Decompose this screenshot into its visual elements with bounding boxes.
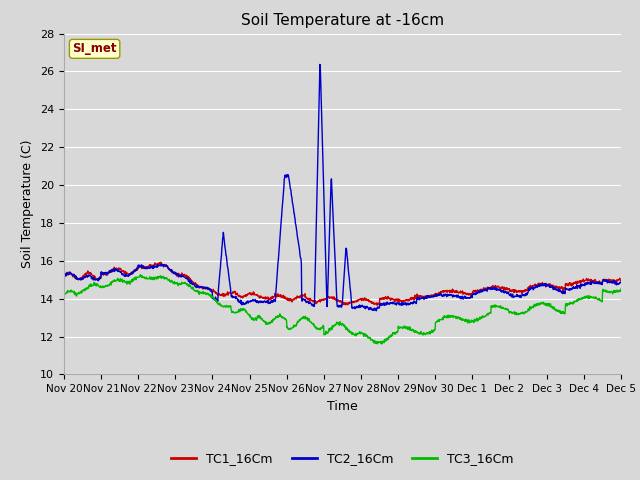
TC2_16Cm	[316, 61, 324, 67]
TC3_16Cm	[378, 339, 385, 345]
TC1_16Cm	[378, 296, 385, 302]
TC3_16Cm	[378, 341, 385, 347]
Line: TC2_16Cm: TC2_16Cm	[64, 64, 621, 311]
TC1_16Cm	[297, 293, 305, 299]
Legend: TC1_16Cm, TC2_16Cm, TC3_16Cm: TC1_16Cm, TC2_16Cm, TC3_16Cm	[166, 447, 518, 470]
Text: SI_met: SI_met	[72, 42, 117, 55]
Title: Soil Temperature at -16cm: Soil Temperature at -16cm	[241, 13, 444, 28]
TC3_16Cm	[137, 272, 145, 277]
TC1_16Cm	[373, 302, 381, 308]
TC2_16Cm	[617, 279, 625, 285]
TC3_16Cm	[126, 279, 134, 285]
TC2_16Cm	[60, 274, 68, 280]
TC3_16Cm	[617, 286, 625, 292]
TC1_16Cm	[60, 273, 68, 279]
TC1_16Cm	[103, 270, 111, 276]
Y-axis label: Soil Temperature (C): Soil Temperature (C)	[22, 140, 35, 268]
TC2_16Cm	[308, 302, 316, 308]
TC3_16Cm	[297, 316, 305, 322]
TC3_16Cm	[60, 291, 68, 297]
TC2_16Cm	[126, 272, 134, 278]
TC3_16Cm	[318, 325, 326, 331]
TC1_16Cm	[126, 271, 134, 276]
TC2_16Cm	[318, 131, 326, 136]
TC2_16Cm	[103, 270, 111, 276]
X-axis label: Time: Time	[327, 400, 358, 413]
TC1_16Cm	[318, 297, 326, 303]
TC2_16Cm	[372, 308, 380, 313]
TC3_16Cm	[103, 283, 111, 289]
TC1_16Cm	[617, 277, 625, 283]
TC2_16Cm	[378, 301, 385, 307]
Line: TC1_16Cm: TC1_16Cm	[64, 262, 621, 305]
TC1_16Cm	[157, 259, 164, 265]
TC1_16Cm	[308, 298, 316, 303]
TC2_16Cm	[296, 254, 304, 260]
Line: TC3_16Cm: TC3_16Cm	[64, 275, 621, 344]
TC3_16Cm	[308, 321, 316, 326]
